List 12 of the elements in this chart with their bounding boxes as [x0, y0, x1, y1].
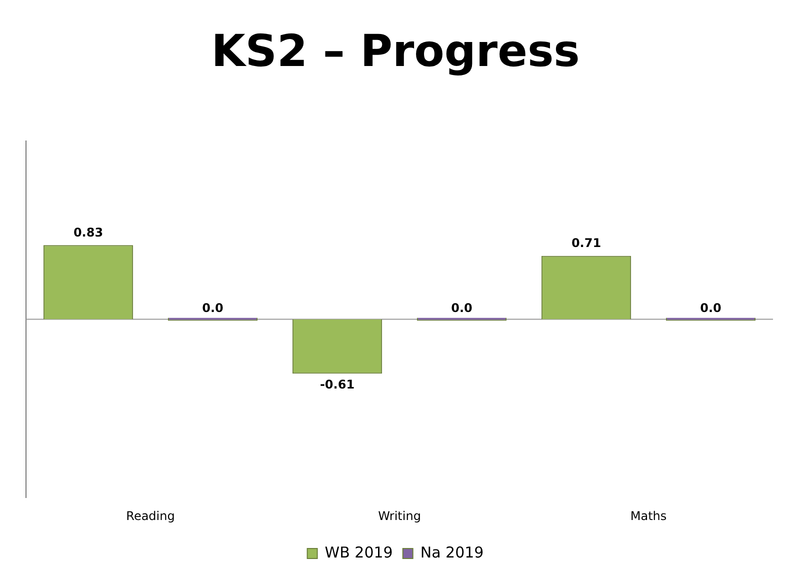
data-label: 0.0	[700, 300, 722, 315]
x-tick-label: Writing	[378, 508, 421, 523]
data-label: 0.0	[451, 300, 472, 315]
x-tick-label: Maths	[630, 508, 667, 523]
data-label: 0.71	[571, 236, 602, 250]
data-label: -0.61	[320, 378, 355, 392]
legend-label: WB 2019	[324, 543, 393, 562]
data-label: 0.83	[73, 225, 104, 240]
data-label: 0.0	[202, 300, 224, 315]
legend-label: Na 2019	[420, 543, 484, 562]
chart-title: KS2 – Progress	[211, 26, 580, 77]
x-tick-label: Reading	[126, 508, 175, 523]
